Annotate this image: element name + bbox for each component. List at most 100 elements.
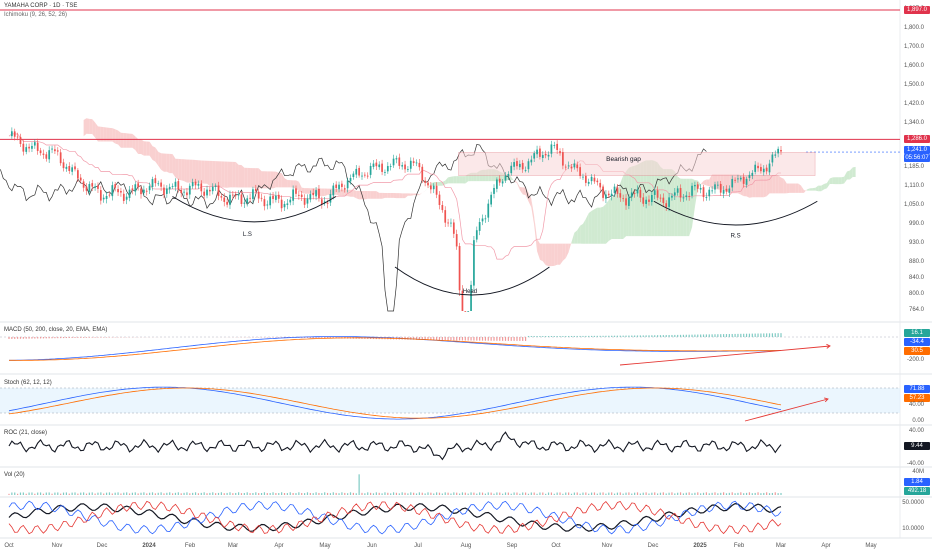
volume-bar [200,492,202,495]
volume-bar [590,492,593,495]
head-label: Head [463,289,477,295]
macd-histogram-bar [19,337,22,339]
macd-histogram-bar [22,337,24,339]
cloud-segment [778,175,781,194]
cloud-segment [376,191,380,199]
stoch-tag-k: 71.88 [904,385,930,393]
macd-histogram-bar [493,337,495,341]
candle-body [622,198,625,200]
macd-histogram-bar [714,334,716,337]
volume-bar [301,492,303,495]
volume-bar [473,492,475,495]
macd-histogram-bar [490,337,492,341]
macd-histogram-bar [596,335,598,337]
candle-body [117,189,119,193]
macd-histogram-bar [691,334,693,337]
candle-body [154,178,157,184]
cloud-segment [281,173,285,188]
macd-histogram-bar [553,335,555,337]
stoch-d-line [8,387,782,419]
candle-body [329,194,332,203]
x-tick-label: May [865,543,876,549]
volume-bar [17,493,19,495]
volume-bar [71,492,73,495]
bearish-gap-label: Bearish gap [606,156,641,163]
candle-body [757,165,759,169]
macd-histogram-bar [45,337,47,339]
cloud-segment [456,176,460,184]
candle-body [137,183,140,188]
tag-top-line: 1,897.0 [904,6,930,14]
candle-body [619,193,622,198]
volume-bar [192,492,194,495]
volume-bar [507,492,509,495]
macd-histogram-bar [556,335,558,337]
cloud-segment [551,243,555,267]
candle-body [507,173,510,177]
volume-bar [694,492,696,495]
candle-body [105,195,108,199]
candle-body [312,192,315,196]
stoch-tag-d: 57.23 [904,394,930,402]
candle-body [395,158,398,160]
candle-body [145,190,148,192]
candle-body [780,149,782,152]
candle-body [77,170,79,179]
macd-histogram-bar [545,335,547,337]
macd-histogram-bar [103,337,105,338]
volume-bar [542,492,544,495]
volume-bar [286,493,288,495]
candle-body [369,165,372,175]
volume-bar [189,493,191,495]
volume-bar [441,493,443,495]
cloud-segment [568,241,572,253]
candle-body [140,188,142,195]
cloud-segment [92,119,96,138]
cloud-segment [181,159,185,182]
candle-body [346,180,349,189]
macd-histogram-bar [717,334,719,337]
candle-body [91,183,94,187]
cloud-segment [557,243,561,265]
macd-histogram-bar [458,337,461,341]
candle-body [131,188,134,191]
candle-body [484,218,487,220]
volume-bar [111,493,113,495]
candle-body [455,234,458,247]
volume-bar [217,492,220,495]
cloud-segment [163,153,167,172]
x-tick-label: Mar [776,543,786,549]
macd-histogram-bar [473,337,475,341]
macd-histogram-bar [28,337,30,339]
volume-bar [522,492,524,495]
volume-bar [628,492,630,495]
candle-body [579,167,581,177]
cloud-segment [680,178,684,237]
cloud-segment [531,198,535,226]
macd-histogram-bar [464,337,466,341]
macd-histogram-bar [582,335,584,337]
cloud-segment [694,179,698,207]
candle-body [183,191,185,193]
candle-body [653,190,656,195]
cloud-segment [221,161,225,188]
cloud-segment [126,133,130,148]
cloud-segment [428,183,431,189]
candle-body [662,197,665,204]
volume-bar [602,492,604,495]
macd-histogram-bar [588,335,590,337]
cloud-segment [651,160,655,237]
candle-body [567,165,570,167]
volume-bar [298,492,300,495]
candle-body [206,189,208,196]
macd-tag-3: 30.5 [904,347,930,355]
volume-bar [123,492,125,495]
cloud-segment [115,129,119,145]
x-tick-label: Dec [97,543,108,549]
volume-bar [358,474,360,495]
candle-body [490,194,493,205]
macd-histogram-bar [326,337,329,339]
volume-bar [149,492,151,495]
macd-histogram-bar [737,333,739,337]
